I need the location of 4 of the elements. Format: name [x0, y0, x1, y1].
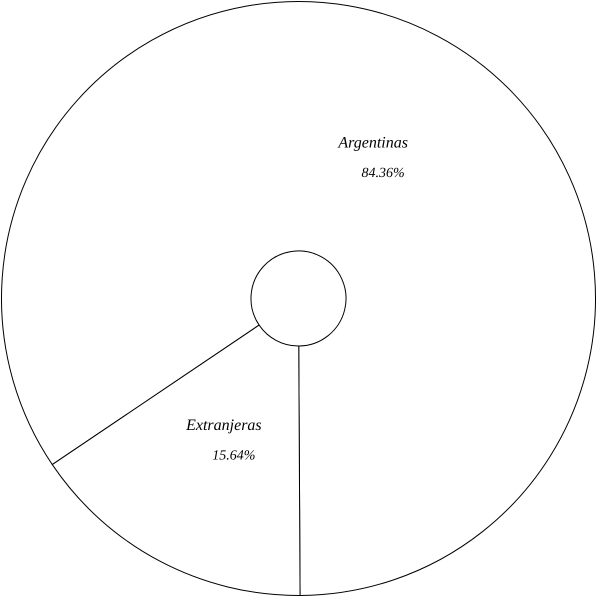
slice-label: Extranjeras [185, 416, 262, 434]
data-label: 15.64% [212, 448, 256, 464]
slice-label: Argentinas [337, 134, 408, 152]
data-label: 84.36% [362, 166, 405, 181]
